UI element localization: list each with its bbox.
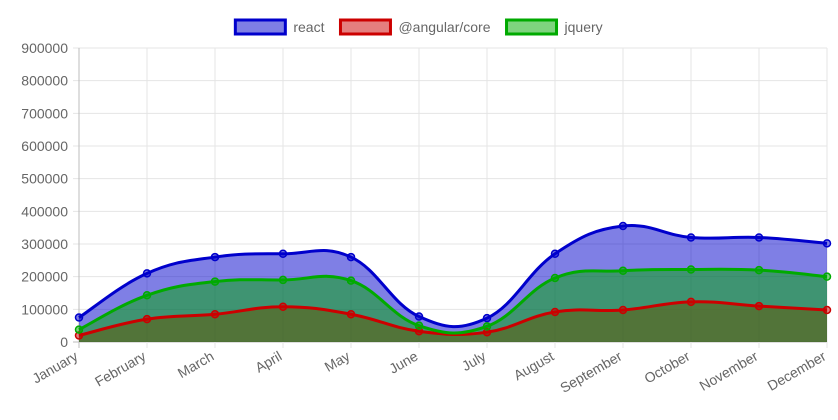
point-angular-core[interactable]: [550, 307, 560, 317]
y-axis-ticks: 0 100000 200000 300000 400000 500000 600000 700…: [21, 40, 68, 350]
point-jquery[interactable]: [346, 276, 356, 285]
x-tick-label: December: [765, 348, 829, 394]
series-points: [74, 221, 832, 340]
point-react[interactable]: [414, 312, 424, 321]
legend-label: @angular/core: [398, 19, 490, 35]
x-tick-label: March: [175, 348, 217, 381]
point-angular-core[interactable]: [618, 305, 628, 315]
x-tick-label: August: [511, 348, 557, 384]
point-angular-core[interactable]: [210, 309, 220, 319]
point-react[interactable]: [754, 233, 764, 242]
x-tick-label: October: [641, 348, 692, 387]
point-jquery[interactable]: [822, 272, 832, 281]
line-jquery: [78, 267, 828, 335]
point-jquery[interactable]: [278, 275, 288, 285]
point-react[interactable]: [346, 252, 356, 262]
x-axis-ticks: January February March April May June July Augu…: [29, 348, 828, 396]
point-react[interactable]: [142, 269, 152, 278]
legend-item-angular-core[interactable]: @angular/core: [338, 18, 491, 36]
legend-label: jquery: [564, 19, 603, 35]
y-tick-label: 500000: [21, 171, 68, 187]
point-jquery[interactable]: [686, 265, 696, 274]
point-angular-core[interactable]: [278, 302, 288, 311]
point-jquery[interactable]: [210, 277, 220, 286]
point-react[interactable]: [482, 313, 492, 323]
point-jquery[interactable]: [618, 266, 628, 276]
x-tick-label: April: [252, 348, 284, 376]
x-tick-label: November: [697, 348, 761, 394]
y-tick-label: 400000: [21, 203, 68, 219]
point-angular-core[interactable]: [754, 301, 764, 311]
point-react[interactable]: [618, 221, 628, 231]
y-tick-label: 300000: [21, 236, 68, 252]
point-jquery[interactable]: [754, 265, 764, 275]
point-angular-core[interactable]: [686, 297, 696, 307]
x-tick-label: July: [459, 348, 489, 374]
x-tick-label: May: [322, 348, 353, 375]
point-react[interactable]: [822, 239, 832, 248]
point-react[interactable]: [686, 233, 696, 242]
point-angular-core[interactable]: [142, 314, 152, 324]
legend-label: react: [293, 19, 324, 35]
point-jquery[interactable]: [414, 321, 424, 330]
y-tick-label: 100000: [21, 301, 68, 317]
point-angular-core[interactable]: [346, 309, 356, 319]
point-jquery[interactable]: [550, 273, 560, 283]
y-tick-label: 200000: [21, 269, 68, 285]
point-react[interactable]: [550, 249, 560, 259]
legend-item-jquery[interactable]: jquery: [505, 18, 603, 36]
y-tick-label: 900000: [21, 40, 68, 56]
point-react[interactable]: [278, 249, 288, 259]
point-react[interactable]: [210, 252, 220, 262]
point-jquery[interactable]: [74, 325, 84, 334]
x-tick-label: February: [92, 348, 149, 390]
x-tick-label: June: [386, 348, 420, 377]
x-tick-label: January: [29, 348, 80, 387]
legend-swatch: [233, 18, 287, 36]
y-tick-label: 0: [60, 334, 68, 350]
legend-swatch: [338, 18, 392, 36]
series-areas: [79, 225, 827, 342]
x-tick-label: September: [557, 348, 625, 396]
point-jquery[interactable]: [482, 322, 492, 331]
legend: react @angular/core jquery: [233, 18, 603, 36]
point-react[interactable]: [74, 313, 84, 322]
point-jquery[interactable]: [142, 291, 152, 300]
point-angular-core[interactable]: [822, 305, 832, 315]
legend-swatch: [505, 18, 559, 36]
y-tick-label: 600000: [21, 138, 68, 154]
legend-item-react[interactable]: react: [233, 18, 325, 36]
area-jquery: [79, 269, 827, 342]
y-tick-label: 700000: [21, 105, 68, 121]
y-tick-label: 800000: [21, 73, 68, 89]
